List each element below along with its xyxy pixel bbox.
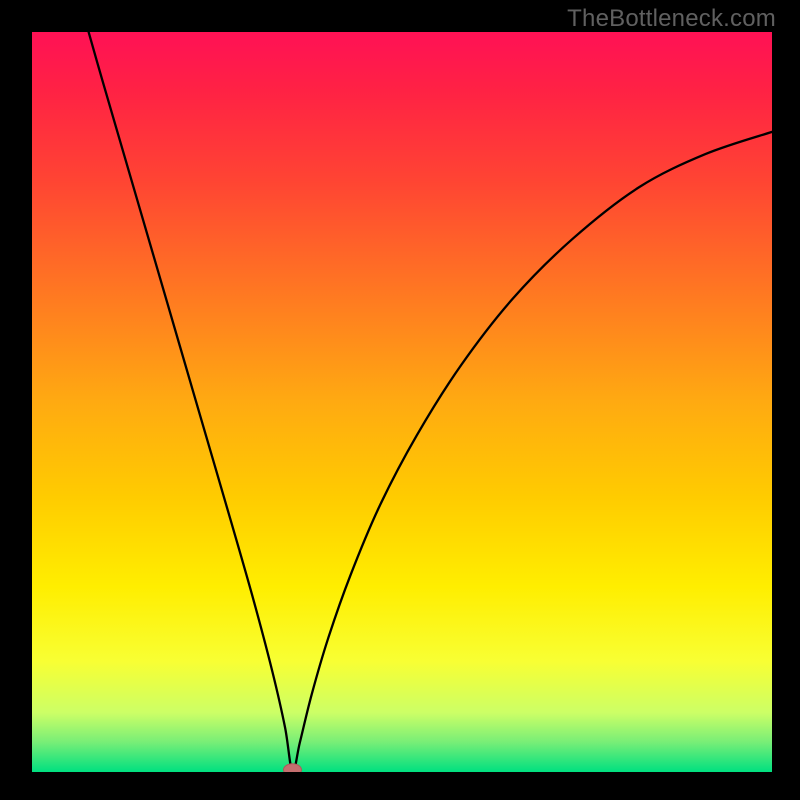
chart-svg xyxy=(0,0,800,800)
gradient-background xyxy=(32,32,772,772)
watermark-text: TheBottleneck.com xyxy=(567,5,776,33)
chart-frame: TheBottleneck.com xyxy=(0,0,800,800)
optimal-point-marker xyxy=(283,764,301,776)
